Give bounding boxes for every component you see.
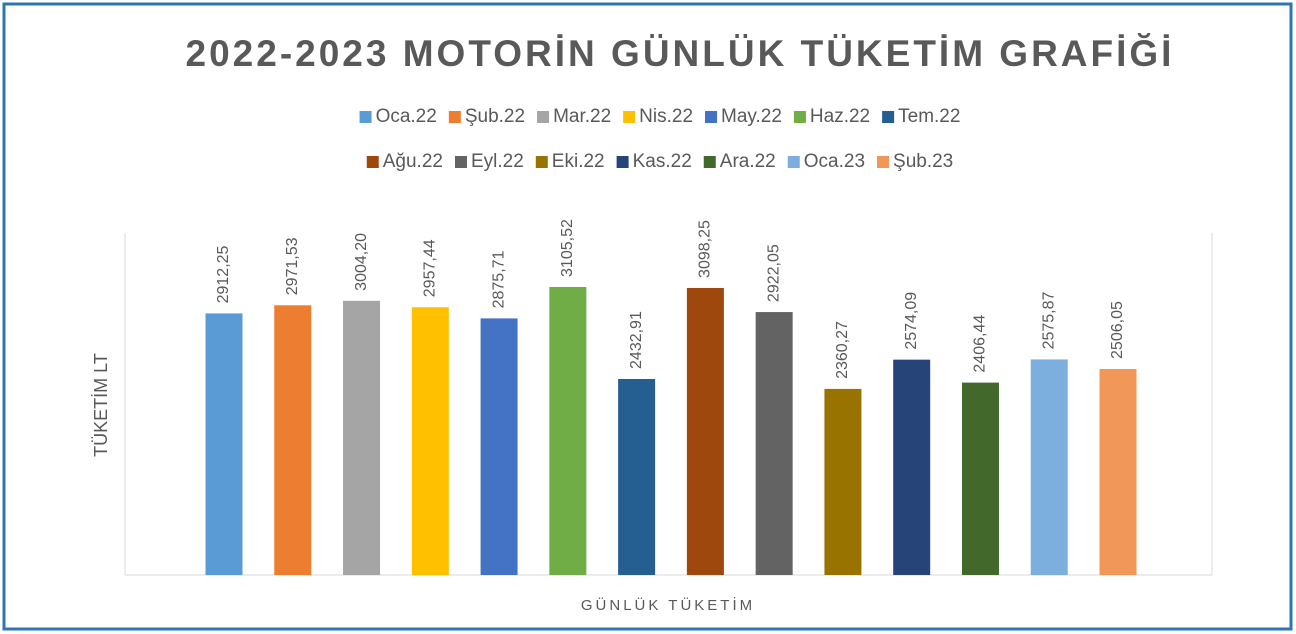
legend-swatch xyxy=(705,111,718,123)
legend-label: Haz.22 xyxy=(810,106,870,127)
data-label: 3105,52 xyxy=(559,219,576,277)
bar xyxy=(824,388,862,575)
data-label: 2922,05 xyxy=(765,244,782,302)
legend-swatch xyxy=(623,111,636,123)
bar xyxy=(686,287,724,575)
bar xyxy=(618,378,656,575)
data-label: 2971,53 xyxy=(284,237,301,295)
data-label: 2875,71 xyxy=(490,250,507,308)
y-axis-title: TÜKETİM LT xyxy=(91,353,111,457)
legend-label: Eki.22 xyxy=(552,151,605,172)
legend-label: Ara.22 xyxy=(720,151,776,172)
x-axis-title: GÜNLÜK TÜKETİM xyxy=(581,596,755,614)
bar xyxy=(274,305,312,575)
legend-label: Ağu.22 xyxy=(383,151,443,172)
legend-swatch xyxy=(359,111,372,123)
data-label: 2912,25 xyxy=(215,245,232,303)
bar xyxy=(893,359,931,575)
data-label: 2574,09 xyxy=(903,292,920,350)
data-label: 2360,27 xyxy=(834,321,851,379)
legend-swatch xyxy=(703,156,716,168)
legend-swatch xyxy=(454,156,467,168)
legend-swatch xyxy=(537,111,550,123)
legend-swatch xyxy=(877,156,890,168)
legend-label: Kas.22 xyxy=(633,151,692,172)
bar xyxy=(549,286,587,575)
bar xyxy=(411,307,449,575)
legend-label: Oca.23 xyxy=(804,151,865,172)
bar xyxy=(343,300,381,575)
data-label: 2506,05 xyxy=(1109,301,1126,359)
legend-swatch xyxy=(448,111,461,123)
legend-swatch xyxy=(787,156,800,168)
data-label: 3004,20 xyxy=(353,233,370,291)
bar xyxy=(1030,359,1068,575)
data-label: 2432,91 xyxy=(628,311,645,369)
legend-swatch xyxy=(535,156,548,168)
legend-label: Oca.22 xyxy=(376,106,437,127)
bar xyxy=(205,313,243,575)
legend-label: Şub.22 xyxy=(465,106,525,127)
legend-label: Tem.22 xyxy=(898,106,960,127)
data-label: 3098,25 xyxy=(697,220,714,278)
bar xyxy=(961,382,999,575)
data-label: 2406,44 xyxy=(972,315,989,373)
bar xyxy=(755,312,793,575)
bar xyxy=(480,318,518,575)
legend-swatch xyxy=(882,111,895,123)
legend-label: Eyl.22 xyxy=(471,151,524,172)
chart-title: 2022-2023 MOTORİN GÜNLÜK TÜKETİM GRAFİĞİ xyxy=(186,33,1175,74)
legend-label: Mar.22 xyxy=(553,106,611,127)
legend-swatch xyxy=(793,111,806,123)
data-label: 2575,87 xyxy=(1040,291,1057,349)
legend-swatch xyxy=(616,156,629,168)
data-label: 2957,44 xyxy=(422,239,439,297)
legend-label: Şub.23 xyxy=(893,151,953,172)
bar xyxy=(1099,368,1137,575)
legend-swatch xyxy=(366,156,379,168)
legend-label: May.22 xyxy=(721,106,782,127)
legend-label: Nis.22 xyxy=(639,106,693,127)
